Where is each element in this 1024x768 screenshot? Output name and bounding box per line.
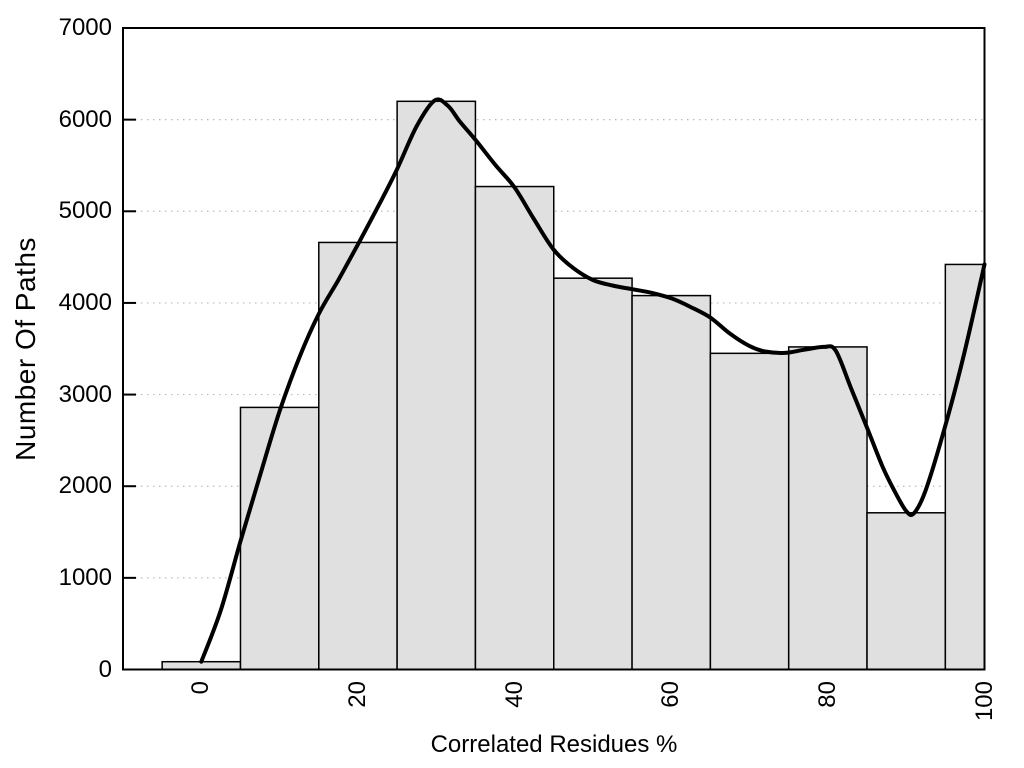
x-tick-label: 80 (813, 681, 841, 708)
histogram-bar (239, 406, 320, 671)
y-tick-label: 6000 (58, 105, 112, 133)
histogram-bar (318, 241, 398, 671)
x-tick-label: 20 (343, 681, 371, 708)
y-tick-label: 4000 (58, 288, 112, 316)
x-tick-label: 40 (500, 681, 528, 708)
histogram-bar (553, 277, 633, 671)
histogram-bar (944, 263, 986, 671)
histogram-bar (396, 100, 477, 671)
histogram-bar (631, 294, 712, 671)
y-tick-label: 3000 (58, 380, 112, 408)
histogram-bar (474, 185, 555, 671)
y-tick-label: 1000 (58, 563, 112, 591)
histogram-bar (866, 512, 947, 671)
x-tick-label: 60 (657, 681, 685, 708)
x-tick-label: 0 (187, 681, 215, 695)
y-tick-label: 2000 (58, 472, 112, 500)
y-tick-label: 7000 (58, 14, 112, 41)
histogram-bar (709, 352, 790, 671)
x-axis-title: Correlated Residues % (430, 731, 678, 758)
y-axis-title-text: Number Of Paths (10, 237, 41, 461)
x-tick-label: 100 (970, 681, 998, 722)
density-curve (199, 97, 987, 664)
y-tick-label: 0 (98, 655, 112, 683)
plot-border (122, 27, 986, 671)
y-tick-label: 5000 (58, 197, 112, 225)
